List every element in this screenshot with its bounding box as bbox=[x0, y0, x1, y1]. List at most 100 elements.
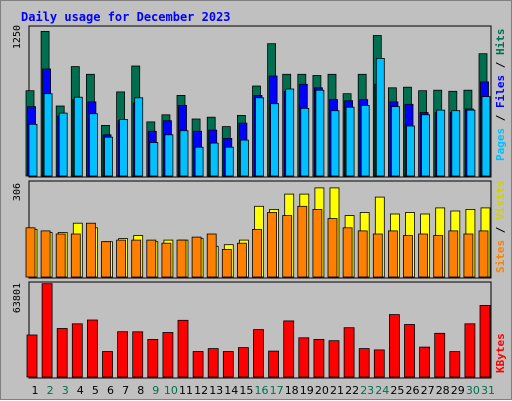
kbytes-bar bbox=[464, 323, 476, 378]
chart-bars bbox=[25, 30, 491, 378]
kbytes-bar bbox=[71, 323, 83, 378]
x-tick-label: 16 bbox=[255, 384, 269, 397]
sites-bar bbox=[463, 233, 474, 278]
sites-bar bbox=[86, 222, 96, 278]
sites-bar bbox=[357, 230, 368, 278]
kbytes-bar bbox=[132, 331, 144, 378]
sites-bar bbox=[161, 242, 172, 278]
y-max-label-visits: 306 bbox=[12, 183, 23, 201]
sites-bar bbox=[327, 218, 338, 278]
pages-bar bbox=[224, 146, 234, 177]
x-tick-label: 15 bbox=[239, 384, 253, 397]
x-tick-label: 31 bbox=[481, 384, 495, 397]
sites-bar bbox=[372, 233, 383, 278]
x-tick-label: 19 bbox=[300, 384, 314, 397]
legend-pages: Pages bbox=[494, 128, 507, 161]
pages-bar bbox=[390, 106, 400, 177]
pages-bar bbox=[149, 142, 159, 177]
legend-sep: / bbox=[494, 108, 507, 128]
sites-bar bbox=[342, 227, 353, 278]
x-tick-label: 26 bbox=[406, 384, 420, 397]
kbytes-bar bbox=[313, 338, 325, 378]
pages-bar bbox=[436, 109, 446, 177]
pages-bar bbox=[164, 134, 174, 177]
sites-bar bbox=[221, 248, 232, 278]
sites-bar bbox=[267, 212, 278, 278]
kbytes-bar bbox=[479, 304, 491, 378]
kbytes-bar bbox=[237, 347, 249, 378]
legend-visits: Visits bbox=[494, 180, 507, 220]
kbytes-bar bbox=[373, 349, 385, 378]
pages-bar bbox=[330, 110, 340, 177]
legend-kbytes: KBytes bbox=[494, 333, 507, 373]
sites-bar bbox=[433, 235, 444, 278]
x-tick-label: 5 bbox=[92, 384, 99, 397]
legend-hits-files-pages: Pages / Files / Hits bbox=[494, 29, 507, 162]
y-max-label-hits: 1250 bbox=[12, 25, 23, 49]
kbytes-bar bbox=[147, 338, 159, 378]
sites-bar bbox=[206, 233, 217, 278]
pages-bar bbox=[194, 146, 204, 177]
pages-bar bbox=[209, 142, 219, 177]
kbytes-bar bbox=[419, 346, 431, 378]
x-tick-label: 6 bbox=[107, 384, 114, 397]
pages-bar bbox=[315, 89, 325, 177]
x-tick-label: 1 bbox=[32, 384, 39, 397]
pages-bar bbox=[73, 96, 83, 177]
kbytes-bar bbox=[41, 283, 53, 378]
sites-bar bbox=[176, 239, 187, 278]
kbytes-bar bbox=[358, 348, 370, 378]
x-tick-label: 24 bbox=[375, 384, 389, 397]
x-tick-label: 8 bbox=[137, 384, 144, 397]
legend-files: Files bbox=[494, 75, 507, 108]
kbytes-bar bbox=[222, 351, 234, 378]
x-tick-label: 20 bbox=[315, 384, 329, 397]
sites-bar bbox=[478, 230, 489, 278]
y-max-label-kbytes: 63801 bbox=[12, 283, 23, 313]
sites-bar bbox=[70, 233, 81, 278]
kbytes-bar bbox=[268, 350, 280, 378]
sites-bar bbox=[252, 228, 262, 278]
kbytes-bar bbox=[343, 327, 355, 378]
sites-bar bbox=[282, 215, 293, 278]
x-axis-labels: 1 2 3 4 5 6 7 8 9 10 11 12 13 14 15 16 17 18 19 20 21 22 23 24 2… bbox=[32, 384, 496, 397]
sites-bar bbox=[403, 235, 413, 278]
x-tick-label: 22 bbox=[345, 384, 359, 397]
kbytes-bar bbox=[449, 351, 461, 378]
x-tick-label: 12 bbox=[194, 384, 208, 397]
kbytes-bar bbox=[192, 351, 204, 378]
sites-bar bbox=[448, 230, 459, 278]
x-tick-label: 14 bbox=[224, 384, 238, 397]
pages-bar bbox=[270, 103, 280, 177]
sites-bar bbox=[101, 241, 111, 278]
legend-hits: Hits bbox=[494, 29, 507, 56]
pages-bar bbox=[466, 109, 476, 177]
pages-bar bbox=[28, 123, 38, 177]
pages-bar bbox=[43, 93, 53, 177]
pages-bar bbox=[375, 58, 385, 177]
sites-bar bbox=[312, 208, 323, 278]
kbytes-bar bbox=[102, 351, 113, 378]
kbytes-bar bbox=[434, 332, 446, 378]
sites-bar bbox=[40, 230, 51, 278]
pages-bar bbox=[300, 108, 310, 177]
x-tick-label: 28 bbox=[436, 384, 450, 397]
pages-bar bbox=[285, 88, 295, 177]
x-tick-label: 11 bbox=[179, 384, 193, 397]
kbytes-bar bbox=[328, 340, 340, 378]
pages-bar bbox=[406, 125, 415, 177]
x-tick-label: 25 bbox=[390, 384, 404, 397]
kbytes-bar bbox=[388, 314, 400, 378]
pages-bar bbox=[134, 97, 144, 177]
sites-bar bbox=[191, 236, 202, 278]
kbytes-bar bbox=[87, 319, 98, 378]
kbytes-bar bbox=[177, 319, 189, 378]
x-tick-label: 30 bbox=[466, 384, 480, 397]
kbytes-bar bbox=[26, 334, 38, 378]
x-tick-label: 3 bbox=[62, 384, 69, 397]
legend-sites: Sites bbox=[494, 240, 507, 273]
kbytes-bar bbox=[283, 320, 295, 378]
legend-visits-sites: Sites / Visits bbox=[494, 180, 507, 273]
